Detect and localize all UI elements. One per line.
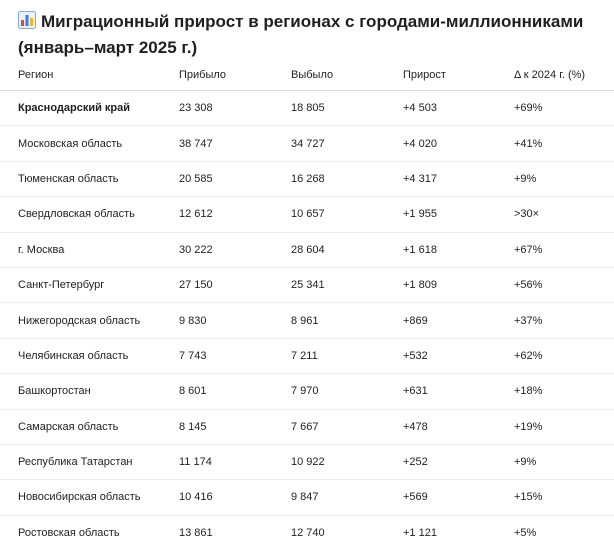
cell-left: 9 847 xyxy=(291,479,403,516)
cell-delta: +69% xyxy=(514,90,614,127)
cell-growth: +1 809 xyxy=(403,267,514,304)
cell-arrived: 12 612 xyxy=(179,196,291,233)
cell-delta: +19% xyxy=(514,409,614,445)
cell-left: 10 922 xyxy=(291,444,403,481)
column-header-growth: Прирост xyxy=(403,60,514,91)
cell-left: 28 604 xyxy=(291,232,403,268)
cell-region: Самарская область xyxy=(0,409,179,445)
cell-growth: +1 618 xyxy=(403,232,514,268)
page-title: Миграционный прирост в регионах с города… xyxy=(18,9,610,61)
cell-region: Краснодарский край xyxy=(0,90,179,127)
table-row: Свердловская область 12 612 10 657 +1 95… xyxy=(0,196,614,233)
cell-delta: >30× xyxy=(514,196,614,233)
column-header-left: Выбыло xyxy=(291,60,403,91)
table-row: Самарская область 8 145 7 667 +478 +19% xyxy=(0,409,614,445)
table-row: Краснодарский край 23 308 18 805 +4 503 … xyxy=(0,90,614,127)
table-row: Башкортостан 8 601 7 970 +631 +18% xyxy=(0,373,614,410)
cell-growth: +4 317 xyxy=(403,161,514,198)
cell-delta: +5% xyxy=(514,526,537,539)
cell-region: Санкт-Петербург xyxy=(0,267,179,304)
cell-left: 25 341 xyxy=(291,267,403,304)
cell-region: Республика Татарстан xyxy=(0,444,179,481)
column-header-arrived: Прибыло xyxy=(179,60,291,91)
cell-region: Московская область xyxy=(0,125,179,162)
cell-left: 7 667 xyxy=(291,409,403,445)
cell-left: 7 970 xyxy=(291,373,403,410)
cell-arrived: 11 174 xyxy=(179,444,291,481)
cell-arrived: 13 861 xyxy=(179,526,213,539)
table-row: Санкт-Петербург 27 150 25 341 +1 809 +56… xyxy=(0,267,614,304)
page-title-text: Миграционный прирост в регионах с города… xyxy=(18,12,584,57)
table-row: Московская область 38 747 34 727 +4 020 … xyxy=(0,125,614,162)
cell-arrived: 8 145 xyxy=(179,409,291,445)
cell-arrived: 27 150 xyxy=(179,267,291,304)
cell-delta: +56% xyxy=(514,267,614,304)
cell-arrived: 9 830 xyxy=(179,302,291,339)
table-row: г. Москва 30 222 28 604 +1 618 +67% xyxy=(0,232,614,268)
cell-growth: +4 503 xyxy=(403,90,514,127)
cell-region: г. Москва xyxy=(0,232,179,268)
table-header-row: Регион Прибыло Выбыло Прирост Δ к 2024 г… xyxy=(0,60,614,91)
cell-arrived: 20 585 xyxy=(179,161,291,198)
column-header-region: Регион xyxy=(0,60,179,91)
cell-growth: +869 xyxy=(403,302,514,339)
cell-growth: +569 xyxy=(403,479,514,516)
cell-arrived: 30 222 xyxy=(179,232,291,268)
cell-delta: +18% xyxy=(514,373,614,410)
cell-growth: +252 xyxy=(403,444,514,481)
cell-region: Свердловская область xyxy=(0,196,179,233)
cell-left: 7 211 xyxy=(291,338,403,375)
cell-arrived: 10 416 xyxy=(179,479,291,516)
cell-left: 34 727 xyxy=(291,125,403,162)
cell-region: Новосибирская область xyxy=(0,479,179,516)
cell-growth: +478 xyxy=(403,409,514,445)
cell-growth: +532 xyxy=(403,338,514,375)
cell-delta: +9% xyxy=(514,161,614,198)
cell-delta: +37% xyxy=(514,302,614,339)
cell-left: 10 657 xyxy=(291,196,403,233)
cell-delta: +41% xyxy=(514,125,614,162)
cell-delta: +9% xyxy=(514,444,614,481)
cell-arrived: 7 743 xyxy=(179,338,291,375)
cell-region: Челябинская область xyxy=(0,338,179,375)
cell-arrived: 38 747 xyxy=(179,125,291,162)
cell-left: 12 740 xyxy=(291,526,325,539)
cell-growth: +1 955 xyxy=(403,196,514,233)
cell-region: Тюменская область xyxy=(0,161,179,198)
cell-region: Ростовская область xyxy=(18,526,120,539)
cell-left: 16 268 xyxy=(291,161,403,198)
table-row: Новосибирская область 10 416 9 847 +569 … xyxy=(0,479,614,516)
cell-arrived: 23 308 xyxy=(179,90,291,127)
cell-delta: +62% xyxy=(514,338,614,375)
cell-delta: +15% xyxy=(514,479,614,516)
table-row: Нижегородская область 9 830 8 961 +869 +… xyxy=(0,302,614,339)
cell-growth: +1 121 xyxy=(403,526,437,539)
cell-left: 18 805 xyxy=(291,90,403,127)
migration-table: Регион Прибыло Выбыло Прирост Δ к 2024 г… xyxy=(0,60,614,550)
bar-chart-icon xyxy=(18,11,36,29)
cell-region: Нижегородская область xyxy=(0,302,179,339)
cell-left: 8 961 xyxy=(291,302,403,339)
cell-region: Башкортостан xyxy=(0,373,179,410)
table-row: Ростовская область 13 861 12 740 +1 121 … xyxy=(0,515,614,550)
table-row: Тюменская область 20 585 16 268 +4 317 +… xyxy=(0,161,614,198)
cell-arrived: 8 601 xyxy=(179,373,291,410)
cell-growth: +4 020 xyxy=(403,125,514,162)
cell-delta: +67% xyxy=(514,232,614,268)
table-row: Республика Татарстан 11 174 10 922 +252 … xyxy=(0,444,614,481)
column-header-delta: Δ к 2024 г. (%) xyxy=(514,60,614,91)
table-row: Челябинская область 7 743 7 211 +532 +62… xyxy=(0,338,614,375)
cell-growth: +631 xyxy=(403,373,514,410)
